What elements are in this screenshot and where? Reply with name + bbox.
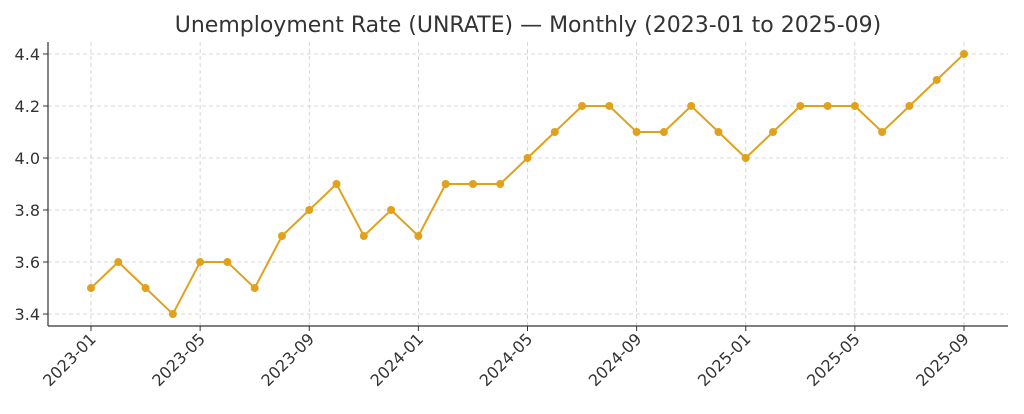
data-point: [769, 127, 778, 136]
ticks: 3.4 3.6 3.8 4.0 4.2 4.4 2023-01 2023-05 2023-09 2…: [15, 45, 973, 390]
data-point: [468, 180, 477, 188]
y-tick-label: 3.6: [15, 253, 40, 272]
chart-title: Unemployment Rate (UNRATE) — Monthly (20…: [175, 13, 881, 38]
data-point: [223, 258, 232, 267]
data-point: [196, 258, 205, 267]
data-point: [550, 127, 559, 136]
data-point: [496, 180, 505, 188]
axes: [47, 42, 1008, 327]
data-point: [714, 127, 723, 136]
data-point: [523, 153, 532, 162]
data-point: [141, 284, 150, 293]
x-tick-label: 2024-09: [585, 329, 646, 390]
data-point: [659, 127, 668, 136]
data-point: [632, 127, 641, 136]
data-point: [823, 101, 832, 110]
series-unrate: [87, 49, 968, 319]
data-point: [305, 206, 314, 215]
data-point: [168, 310, 177, 319]
data-point: [441, 180, 450, 188]
x-tick-label: 2023-01: [39, 329, 100, 390]
data-point: [605, 101, 614, 110]
x-tick-label: 2025-01: [694, 329, 755, 390]
x-tick-label: 2023-09: [257, 329, 318, 390]
data-point: [905, 101, 914, 110]
data-point: [359, 232, 368, 241]
data-point: [277, 232, 286, 241]
data-point: [387, 206, 396, 215]
data-point: [414, 232, 423, 241]
y-tick-label: 4.2: [15, 97, 40, 116]
data-point: [687, 101, 696, 110]
x-tick-label: 2024-05: [476, 329, 537, 390]
data-point: [741, 153, 750, 162]
data-point: [932, 75, 941, 84]
x-tick-label: 2023-05: [148, 329, 209, 390]
data-point: [578, 101, 587, 110]
data-point: [960, 49, 968, 58]
y-tick-label: 4.0: [15, 149, 40, 168]
y-tick-label: 3.8: [15, 201, 40, 220]
data-point: [850, 101, 859, 110]
x-tick-label: 2025-05: [803, 329, 864, 390]
y-tick-label: 3.4: [15, 305, 40, 324]
x-tick-label: 2025-09: [912, 329, 973, 390]
data-point: [332, 180, 341, 188]
data-point: [87, 284, 95, 293]
data-point: [114, 258, 123, 267]
data-point: [878, 127, 887, 136]
data-point: [250, 284, 259, 293]
y-tick-label: 4.4: [15, 45, 40, 64]
grid: [48, 42, 1008, 326]
x-tick-label: 2024-01: [366, 329, 427, 390]
data-point: [796, 101, 805, 110]
